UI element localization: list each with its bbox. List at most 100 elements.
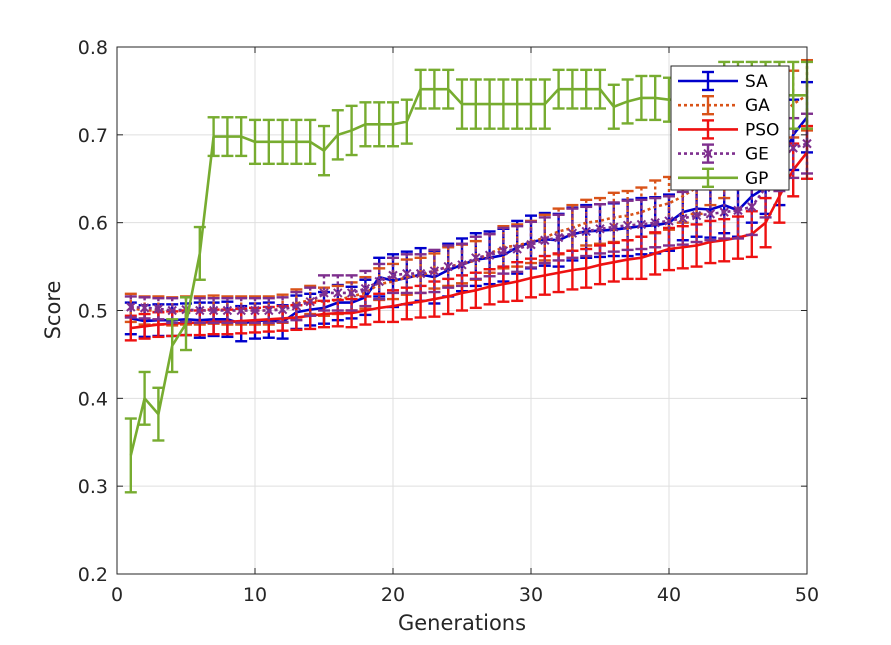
marker-stroke [622,220,633,231]
data-point-ge [747,202,757,212]
y-tick-label: 0.8 [78,37,108,59]
marker-stroke [567,228,578,238]
data-point-ge [512,244,522,254]
marker-stroke [471,253,481,263]
marker-stroke [484,250,495,260]
data-point-ge [126,302,136,312]
data-point-ge [609,222,619,232]
marker-stroke [208,305,219,316]
legend-item-ge: GE [678,143,769,165]
marker-stroke [526,239,536,250]
data-point-ge [457,260,467,270]
marker-stroke [402,268,412,279]
x-tick-label: 0 [111,584,123,606]
x-tick-label: 10 [243,584,267,606]
marker-stroke [126,302,136,312]
marker-stroke [153,304,164,314]
data-point-ge [360,283,371,294]
data-point-ge [705,209,716,219]
data-point-ge [443,261,453,272]
data-point-ge [733,205,743,216]
marker-stroke [733,205,743,216]
marker-stroke [195,305,205,316]
x-tick-label: 40 [657,584,681,606]
marker-stroke [264,305,274,316]
data-point-ge [567,228,578,238]
error-bar-ge [497,226,510,275]
marker-stroke [719,207,729,217]
y-tick-label: 0.7 [78,125,108,147]
data-point-ge [471,253,481,263]
marker-stroke [236,305,246,316]
legend-label-ge: GE [745,145,769,165]
error-bar-ge [469,235,482,281]
legend-label-gp: GP [745,169,768,189]
marker-stroke [443,261,453,272]
marker-stroke [747,202,757,212]
error-bar-ge [552,213,565,262]
marker-stroke [319,288,329,298]
marker-stroke [609,222,619,232]
x-tick-label: 20 [381,584,405,606]
error-bar-ge [525,220,537,269]
data-point-ge [650,217,660,228]
data-point-ge [498,246,509,256]
marker-stroke [429,266,440,276]
data-point-ge [319,288,329,298]
data-point-ge [250,305,260,316]
error-bar-ge [345,274,358,312]
legend-label-pso: PSO [745,120,779,140]
error-bar-ge [318,274,330,312]
marker-stroke [250,305,260,316]
data-point-ge [374,276,384,287]
marker-stroke [595,224,605,234]
marker-stroke [415,268,426,279]
x-tick-label: 50 [795,584,819,606]
error-bar-ge [538,216,551,265]
data-point-ge [719,207,729,217]
data-point-ge [346,288,357,298]
marker-stroke [388,270,398,281]
data-point-ge [333,288,343,298]
error-bar-ge [456,242,468,288]
data-point-ge [139,303,150,313]
y-tick-label: 0.5 [78,301,108,323]
axes [116,46,808,575]
y-tick-label: 0.4 [78,388,108,410]
marker-stroke [553,232,564,243]
error-bar-ge [387,256,399,295]
data-point-ge [208,305,219,316]
marker-stroke [346,288,357,298]
data-point-ge [636,219,647,230]
error-bar-ge [373,262,386,301]
marker-stroke [457,260,467,270]
error-bar-ge [483,232,496,278]
marker-stroke [650,217,660,228]
legend-label-ga: GA [745,96,770,116]
data-point-ge [429,266,440,276]
error-bar-ge [359,269,372,308]
data-point-ge [595,224,605,234]
marker-stroke [277,304,288,315]
legend-swatch-marker [703,148,713,159]
y-tick-label: 0.6 [78,213,108,235]
marker-stroke [360,283,371,294]
marker-stroke [374,276,384,287]
marker-stroke [512,244,522,254]
marker-stroke [222,305,233,316]
marker-stroke [333,288,343,298]
marker-stroke [691,210,702,221]
legend-item-sa: SA [678,70,768,92]
error-bar-ge [138,296,151,320]
legend-item-ga: GA [678,94,770,116]
data-point-ge [581,226,591,237]
legend: SA GA PSO GE GP [670,65,790,191]
data-point-ge [678,213,688,223]
data-point-ge [622,220,633,231]
marker-stroke [540,235,550,245]
series-line-pso [130,151,809,330]
legend-item-gp: GP [678,167,768,189]
marker-stroke [167,305,177,316]
legend-label-sa: SA [745,72,768,92]
